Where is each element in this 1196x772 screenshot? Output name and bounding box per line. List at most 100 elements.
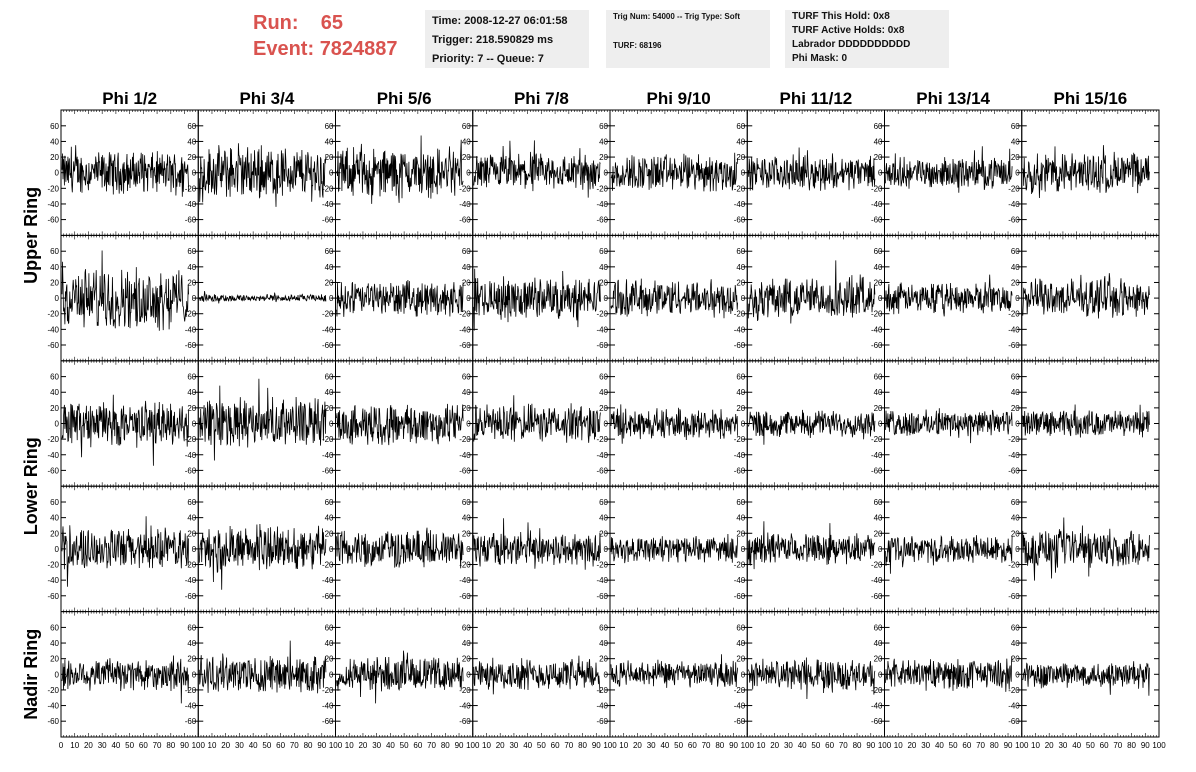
y-tick-label: -60 xyxy=(871,466,883,475)
y-tick-label: 20 xyxy=(50,404,59,413)
y-tick-label: -60 xyxy=(185,341,197,350)
y-tick-label: -60 xyxy=(596,341,608,350)
y-tick-label: -40 xyxy=(871,702,883,711)
turf-hold-box: TURF This Hold: 0x8 TURF Active Holds: 0… xyxy=(785,10,949,68)
y-tick-label: -20 xyxy=(871,561,883,570)
y-tick-label: 20 xyxy=(1011,655,1020,664)
labrador-text: Labrador DDDDDDDDDD xyxy=(792,39,911,50)
y-tick-label: -20 xyxy=(596,561,608,570)
waveform-trace xyxy=(747,657,876,700)
y-tick-label: -40 xyxy=(459,451,471,460)
waveform-trace xyxy=(1022,273,1150,319)
waveform-trace xyxy=(61,145,189,197)
turf-this-hold-text: TURF This Hold: 0x8 xyxy=(792,11,890,22)
y-tick-label: -20 xyxy=(734,184,746,193)
y-tick-label: 40 xyxy=(1011,639,1020,648)
y-tick-label: -40 xyxy=(596,200,608,209)
y-tick-label: -20 xyxy=(459,310,471,319)
y-tick-label: 40 xyxy=(325,514,334,523)
y-tick-label: 20 xyxy=(187,404,196,413)
y-tick-label: -20 xyxy=(871,435,883,444)
trigger-text: Trigger: 218.590829 ms xyxy=(432,34,554,46)
y-tick-label: -60 xyxy=(734,216,746,225)
waveform-trace xyxy=(885,535,1013,574)
y-tick-label: 0 xyxy=(55,670,60,679)
y-tick-label: 60 xyxy=(1011,247,1020,256)
y-tick-label: -20 xyxy=(596,435,608,444)
trig-num-box: Trig Num: 54000 -- Trig Type: Soft TURF:… xyxy=(606,10,770,68)
y-tick-label: 0 xyxy=(329,420,334,429)
y-tick-label: -20 xyxy=(1008,310,1020,319)
y-tick-label: -20 xyxy=(1008,561,1020,570)
y-tick-label: -60 xyxy=(871,717,883,726)
y-tick-label: 60 xyxy=(1011,373,1020,382)
waveform-trace xyxy=(885,656,1013,692)
y-tick-label: -60 xyxy=(459,717,471,726)
waveform-trace xyxy=(336,650,464,704)
y-tick-label: -20 xyxy=(185,686,197,695)
y-tick-label: -40 xyxy=(322,451,334,460)
y-tick-label: 60 xyxy=(736,373,745,382)
y-tick-label: 40 xyxy=(462,639,471,648)
y-tick-label: -40 xyxy=(734,702,746,711)
y-tick-label: -40 xyxy=(459,200,471,209)
waveform-trace xyxy=(610,152,738,192)
y-tick-label: -40 xyxy=(47,702,59,711)
y-tick-label: 40 xyxy=(599,263,608,272)
y-tick-label: 20 xyxy=(325,529,334,538)
y-tick-label: -40 xyxy=(185,200,197,209)
y-tick-label: 20 xyxy=(50,153,59,162)
y-tick-label: -60 xyxy=(322,216,334,225)
y-tick-label: 60 xyxy=(187,623,196,632)
y-tick-label: 40 xyxy=(187,388,196,397)
y-tick-label: 60 xyxy=(736,498,745,507)
y-tick-label: -20 xyxy=(871,310,883,319)
y-tick-label: 60 xyxy=(462,373,471,382)
y-tick-label: -60 xyxy=(47,717,59,726)
y-tick-label: -20 xyxy=(47,561,59,570)
y-tick-label: 40 xyxy=(50,514,59,523)
y-tick-label: 40 xyxy=(874,137,883,146)
y-tick-label: 20 xyxy=(736,153,745,162)
waveform-trace xyxy=(1022,517,1150,581)
y-tick-label: 0 xyxy=(878,169,883,178)
y-tick-label: 40 xyxy=(736,263,745,272)
y-tick-label: -20 xyxy=(734,686,746,695)
y-tick-label: -40 xyxy=(185,325,197,334)
waveform-trace xyxy=(336,279,464,317)
y-tick-label: 60 xyxy=(1011,122,1020,131)
y-tick-label: 20 xyxy=(50,278,59,287)
y-tick-label: 40 xyxy=(50,388,59,397)
turf-active-holds-text: TURF Active Holds: 0x8 xyxy=(792,25,905,36)
y-tick-label: 0 xyxy=(604,294,609,303)
y-tick-label: -60 xyxy=(322,466,334,475)
y-tick-label: 60 xyxy=(874,247,883,256)
column-header: Phi 15/16 xyxy=(1054,89,1128,108)
y-tick-label: 20 xyxy=(325,278,334,287)
y-tick-label: -40 xyxy=(734,576,746,585)
y-tick-label: 60 xyxy=(462,122,471,131)
y-tick-label: 60 xyxy=(599,498,608,507)
y-tick-label: 0 xyxy=(466,294,471,303)
y-tick-label: 0 xyxy=(741,545,746,554)
priority-text: Priority: 7 -- Queue: 7 xyxy=(432,53,544,65)
y-tick-label: -20 xyxy=(47,435,59,444)
y-tick-label: -60 xyxy=(596,592,608,601)
panel-frame xyxy=(197,485,336,613)
y-tick-label: -60 xyxy=(596,466,608,475)
waveform-trace xyxy=(198,640,327,694)
y-tick-label: 40 xyxy=(1011,514,1020,523)
y-tick-label: -60 xyxy=(185,717,197,726)
waveform-trace xyxy=(747,147,876,191)
y-tick-label: 0 xyxy=(192,670,197,679)
y-tick-label: -20 xyxy=(322,561,334,570)
y-tick-label: 40 xyxy=(1011,137,1020,146)
y-tick-label: 0 xyxy=(55,169,60,178)
y-tick-label: 20 xyxy=(599,404,608,413)
y-tick-label: 60 xyxy=(50,498,59,507)
y-tick-label: 0 xyxy=(741,670,746,679)
waveform-trace xyxy=(198,143,327,207)
y-tick-label: 40 xyxy=(1011,263,1020,272)
y-tick-label: 20 xyxy=(874,153,883,162)
